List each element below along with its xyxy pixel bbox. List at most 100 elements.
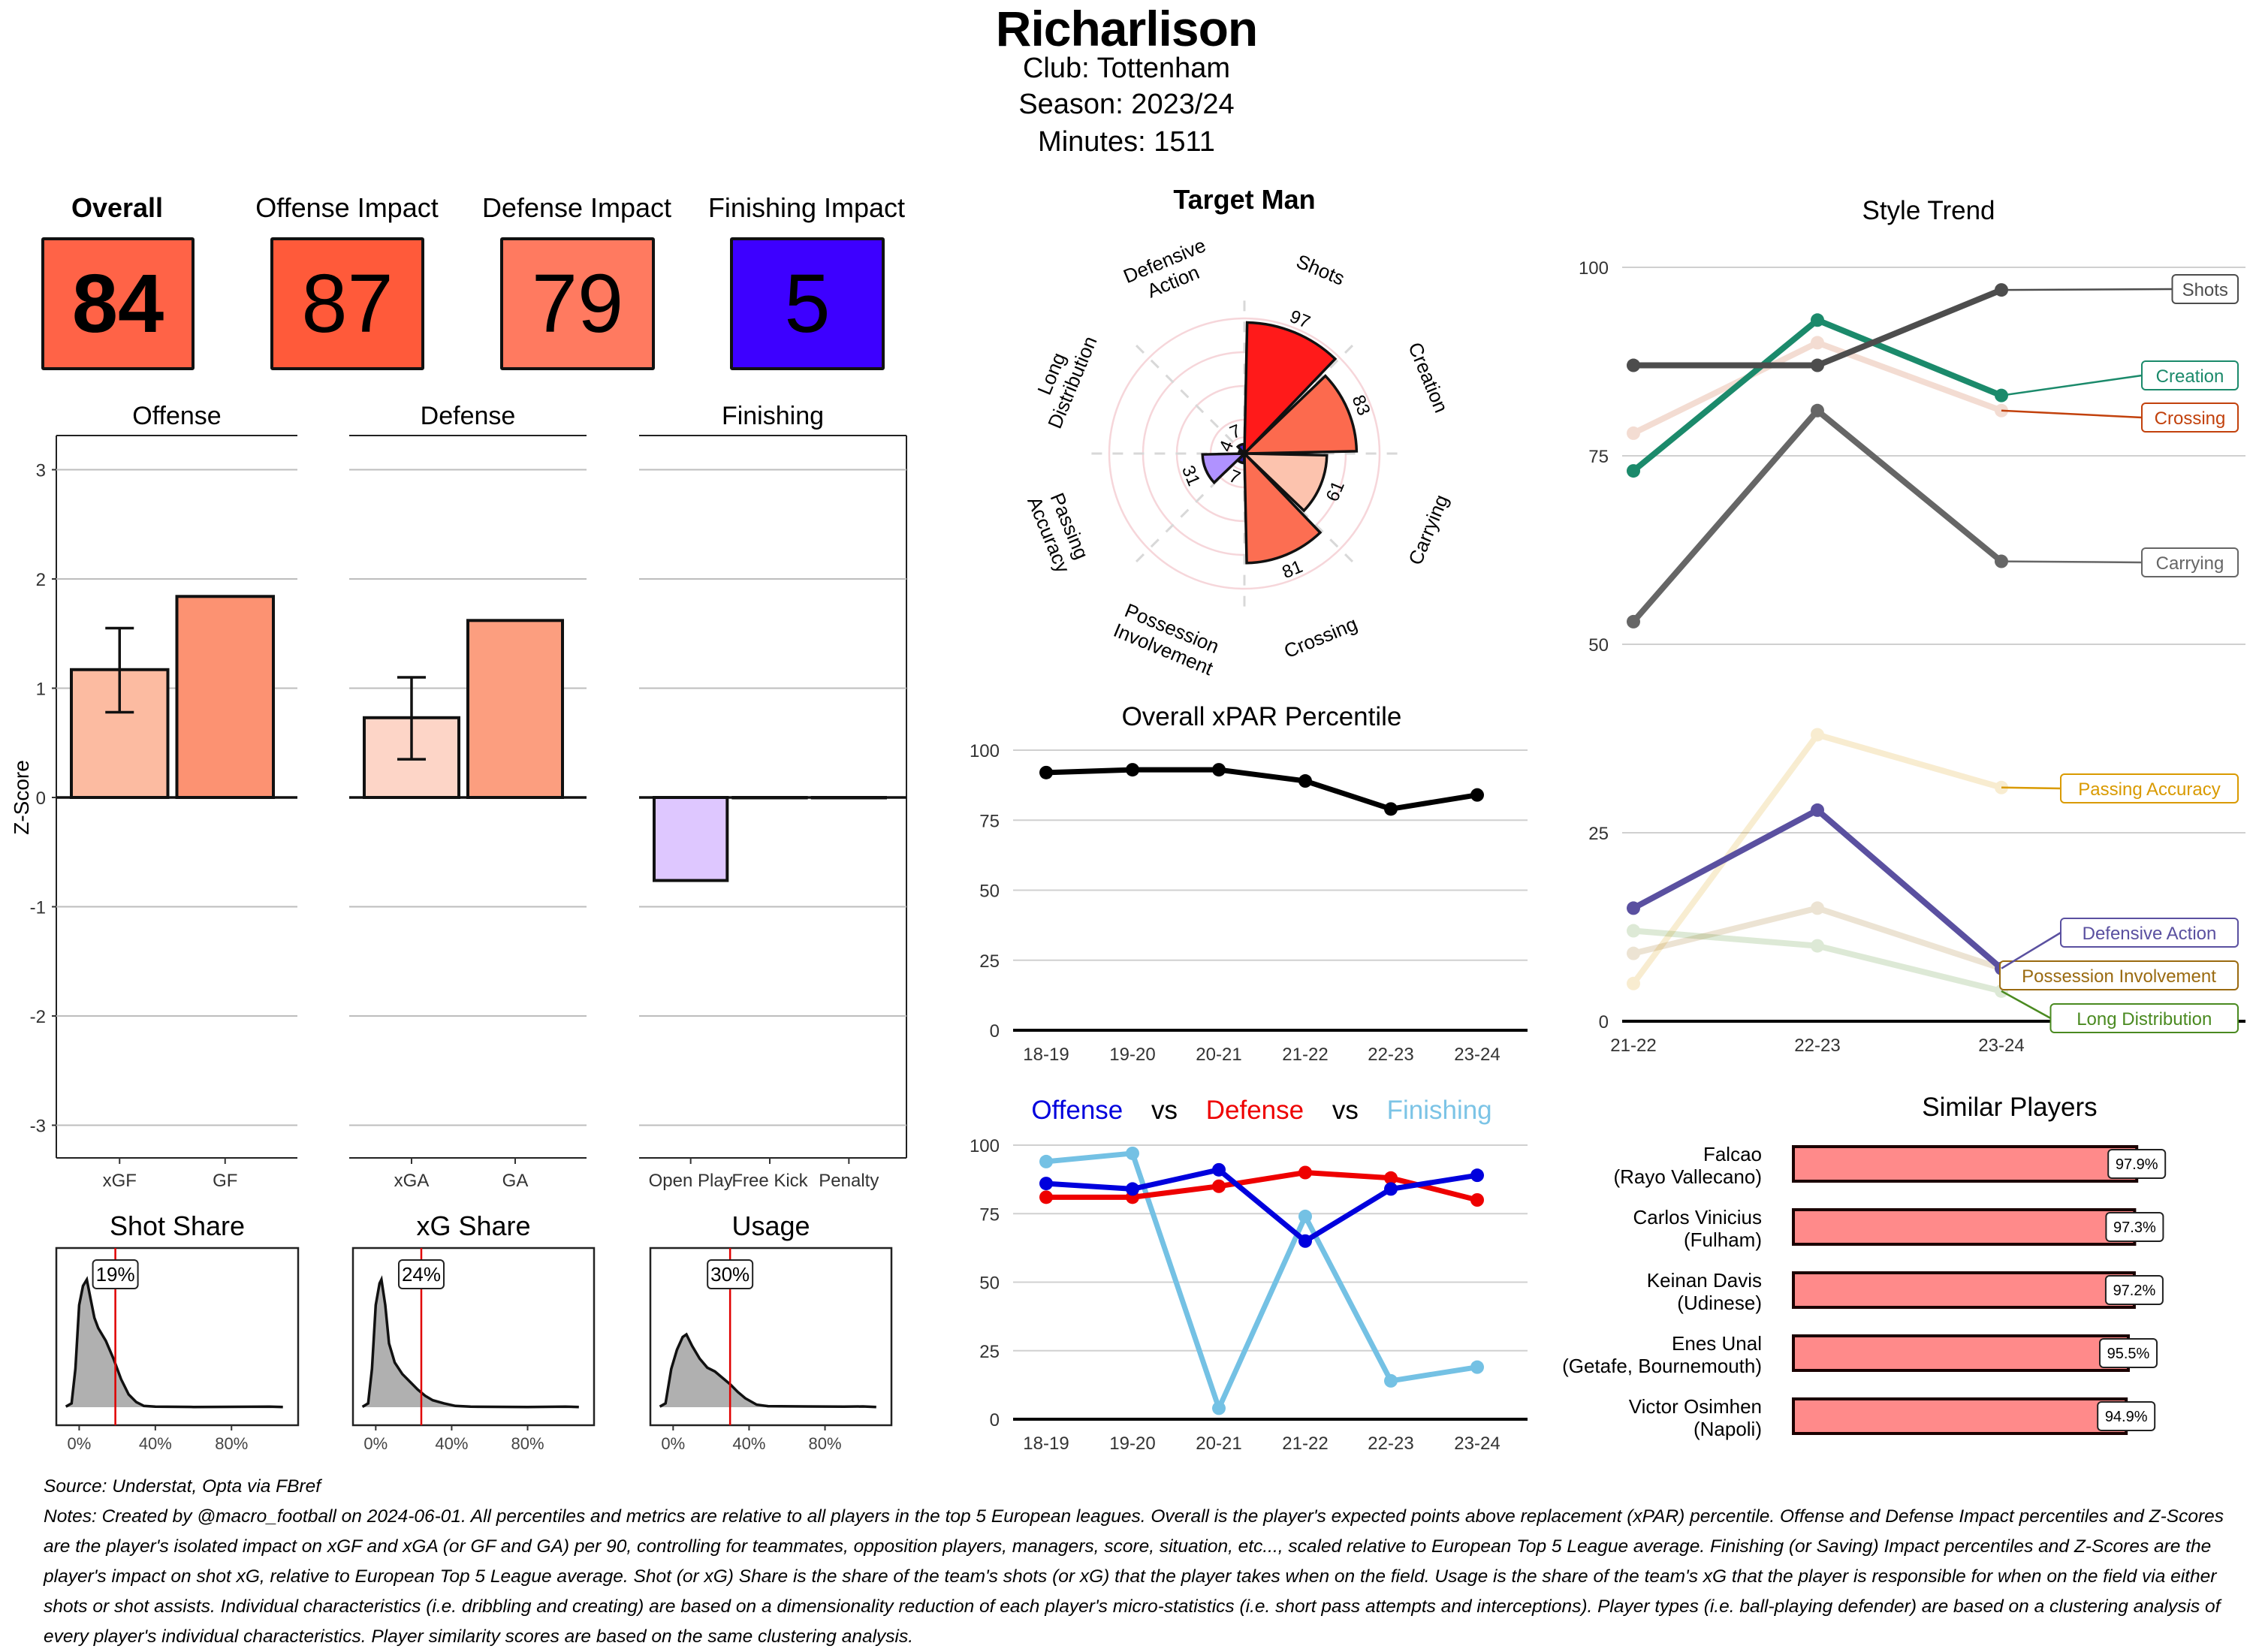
- similarity-bar: [1792, 1145, 2139, 1183]
- data-point: [1126, 1182, 1139, 1196]
- radar-category-label: Shots: [1293, 250, 1348, 290]
- x-tick-label: 18-19: [1023, 1045, 1069, 1065]
- data-point: [1126, 763, 1139, 777]
- data-point: [1627, 901, 1640, 915]
- similar-player-row: Victor Osimhen(Napoli) 94.9%: [1629, 1395, 2156, 1440]
- label-connector: [2001, 288, 2173, 291]
- radar-wedge-crossing: [1243, 450, 1323, 565]
- similar-player-club: (Napoli): [1694, 1418, 1762, 1440]
- bar-xgf: [70, 668, 170, 800]
- y-tick-label: 50: [979, 882, 1000, 902]
- radar-wedge-creation: [1241, 374, 1359, 455]
- radar-category-label: Carrying: [1404, 491, 1452, 568]
- data-point: [1627, 946, 1640, 960]
- similarity-label-box: [2107, 1149, 2167, 1179]
- series-line: [1633, 927, 2002, 994]
- x-tick-label: xGA: [394, 1171, 430, 1191]
- methodology-notes: Notes: Created by @macro_football on 202…: [44, 1506, 2224, 1647]
- data-point: [1298, 774, 1312, 788]
- similar-player-row: Carlos Vinicius(Fulham) 97.3%: [1633, 1206, 2164, 1251]
- similarity-label: 97.9%: [2116, 1156, 2158, 1173]
- data-point: [1811, 358, 1824, 372]
- radar-wedge-shots: [1243, 321, 1338, 457]
- radar-value-label: 97: [1286, 306, 1313, 333]
- series-line: [1630, 407, 2004, 624]
- x-tick-label: Open Play: [649, 1171, 733, 1191]
- bar-gf: [175, 595, 275, 800]
- series-overall-xpar-percentile: [1039, 763, 1484, 816]
- radar-wedge-carrying: [1241, 452, 1329, 513]
- data-point: [1627, 614, 1640, 629]
- similarity-bar: [1792, 1334, 2130, 1372]
- radar-value-label: 61: [1323, 478, 1349, 505]
- data-point: [1627, 426, 1640, 440]
- series-line: [1045, 1150, 1478, 1411]
- similar-player-name: Keinan Davis: [1647, 1269, 1762, 1292]
- ovd-title-vs-2: vs: [1332, 1096, 1359, 1125]
- data-point: [1212, 1179, 1226, 1193]
- x-tick-label: 21-22: [1282, 1045, 1328, 1065]
- zscore-panel-title: Offense: [132, 402, 221, 430]
- y-tick-label: 2: [36, 570, 46, 590]
- offense-defense-finishing-chart: Offense vs Defense vs Finishing 0 25 50 75 1…: [970, 1096, 1528, 1454]
- similar-player-name: Victor Osimhen: [1629, 1395, 1762, 1418]
- density-curve: [659, 1332, 876, 1409]
- radar-wedge-passing-accuracy: [1201, 452, 1248, 485]
- similarity-label-box: [2098, 1338, 2158, 1368]
- panel-border: [649, 1247, 893, 1427]
- radar-category-label-line: Crossing: [1280, 612, 1360, 662]
- y-tick-label: 25: [1588, 824, 1609, 844]
- label-connector: [2001, 409, 2143, 419]
- radar-value-label: 31: [1178, 463, 1204, 489]
- y-tick-label: 100: [970, 1136, 1000, 1156]
- data-point: [1470, 1168, 1484, 1183]
- x-tick-label: Penalty: [819, 1171, 879, 1191]
- series-label: Crossing: [2155, 408, 2226, 429]
- series-label: Carrying: [2156, 553, 2224, 574]
- data-point: [1384, 1373, 1398, 1388]
- series-line: [1045, 767, 1478, 812]
- series-line: [1632, 339, 2003, 436]
- similarity-label-box: [2097, 1401, 2156, 1431]
- x-tick-label: 19-20: [1109, 1045, 1155, 1065]
- data-point: [1811, 313, 1824, 327]
- x-tick-label: 80%: [809, 1434, 842, 1453]
- style-radar-chart: Target Man 97 Shots 83 Creation 61 Carrying 81…: [1023, 184, 1452, 680]
- similar-player-row: Enes Unal(Getafe, Bournemouth) 95.5%: [1562, 1332, 2158, 1377]
- panel-border: [55, 1247, 300, 1427]
- data-point: [1039, 1190, 1053, 1204]
- label-connector: [2001, 931, 2061, 969]
- data-point: [1627, 976, 1640, 990]
- similarity-label: 94.9%: [2105, 1409, 2148, 1425]
- series-label: Shots: [2182, 280, 2228, 300]
- data-point: [1811, 939, 1824, 953]
- x-tick-label: xGF: [103, 1171, 137, 1191]
- bar-ga: [466, 619, 564, 799]
- series-line: [1046, 1170, 1478, 1203]
- data-point: [1212, 763, 1226, 777]
- kpi-label-finishing-impact: Finishing Impact: [707, 192, 906, 223]
- series-label: Possession Involvement: [2022, 966, 2216, 987]
- bar-open-play: [653, 796, 729, 882]
- data-point: [1298, 1209, 1312, 1223]
- panel-border: [351, 1247, 596, 1427]
- data-point: [1627, 358, 1640, 372]
- x-tick-label: Free Kick: [731, 1171, 808, 1191]
- source-note: Source: Understat, Opta via FBref: [44, 1476, 321, 1497]
- y-tick-label: -1: [30, 898, 46, 918]
- radar-category-label-line: Creation: [1404, 339, 1452, 415]
- radar-value-label: 81: [1280, 556, 1306, 583]
- ovd-title-vs-1: vs: [1151, 1096, 1178, 1125]
- zscore-panel-title: Finishing: [722, 402, 824, 430]
- similar-players-chart: Similar Players Falcao(Rayo Vallecano) 97…: [1562, 1093, 2167, 1440]
- x-tick-label: 20-21: [1196, 1433, 1241, 1454]
- xpar-percentile-chart: Overall xPAR Percentile 0 25 50 75 100 18-19 1…: [970, 702, 1528, 1065]
- kpi-label-overall: Overall: [71, 192, 164, 223]
- zscore-panel-title: Defense: [421, 402, 516, 430]
- similarity-label-box: [2104, 1275, 2164, 1305]
- x-tick-label: GA: [502, 1171, 529, 1191]
- density-curve: [65, 1276, 283, 1409]
- label-connector: [2001, 374, 2143, 396]
- x-tick-label: 40%: [139, 1434, 172, 1453]
